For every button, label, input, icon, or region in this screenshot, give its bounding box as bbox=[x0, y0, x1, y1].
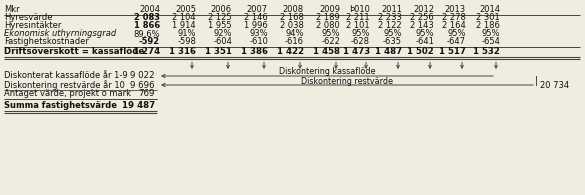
Text: 2014: 2014 bbox=[479, 5, 500, 14]
Text: 2 101: 2 101 bbox=[346, 21, 370, 30]
Text: 1 487: 1 487 bbox=[375, 48, 402, 57]
Text: Þ010: Þ010 bbox=[349, 5, 370, 14]
Text: 1 458: 1 458 bbox=[313, 48, 340, 57]
Text: 91%: 91% bbox=[177, 29, 196, 38]
Text: Mkr: Mkr bbox=[4, 5, 20, 14]
Text: 2006: 2006 bbox=[211, 5, 232, 14]
Text: 2012: 2012 bbox=[413, 5, 434, 14]
Text: 9 696: 9 696 bbox=[130, 81, 155, 90]
Text: Fastighetskostnader: Fastighetskostnader bbox=[4, 37, 89, 46]
Text: 2 122: 2 122 bbox=[378, 21, 402, 30]
Text: 2 164: 2 164 bbox=[442, 21, 466, 30]
Text: 95%: 95% bbox=[415, 29, 434, 38]
Text: -654: -654 bbox=[481, 37, 500, 46]
Text: 2 211: 2 211 bbox=[346, 13, 370, 22]
Text: -628: -628 bbox=[351, 37, 370, 46]
Text: 1 866: 1 866 bbox=[134, 21, 160, 30]
Text: Diskontering kassaflöde: Diskontering kassaflöde bbox=[278, 67, 375, 76]
Text: 2005: 2005 bbox=[175, 5, 196, 14]
Text: 2004: 2004 bbox=[139, 5, 160, 14]
Text: 2 256: 2 256 bbox=[410, 13, 434, 22]
Text: 2 143: 2 143 bbox=[410, 21, 434, 30]
Text: 95%: 95% bbox=[481, 29, 500, 38]
Text: 95%: 95% bbox=[448, 29, 466, 38]
Text: -616: -616 bbox=[285, 37, 304, 46]
Text: Summa fastighetsvärde: Summa fastighetsvärde bbox=[4, 102, 117, 111]
Text: 2 125: 2 125 bbox=[208, 13, 232, 22]
Text: 9 022: 9 022 bbox=[130, 72, 155, 81]
Text: 1 351: 1 351 bbox=[205, 48, 232, 57]
Text: 2 104: 2 104 bbox=[173, 13, 196, 22]
Text: Hyresintäkter: Hyresintäkter bbox=[4, 21, 61, 30]
Text: Diskontering restvärde: Diskontering restvärde bbox=[301, 76, 393, 85]
Text: 1 502: 1 502 bbox=[407, 48, 434, 57]
Text: 1 473: 1 473 bbox=[343, 48, 370, 57]
Text: 20 734: 20 734 bbox=[540, 81, 569, 90]
Text: Antaget värde, projekt o mark: Antaget värde, projekt o mark bbox=[4, 90, 131, 98]
Text: 769: 769 bbox=[139, 90, 155, 98]
Text: 89,6%: 89,6% bbox=[133, 29, 160, 38]
Text: -622: -622 bbox=[321, 37, 340, 46]
Text: 2008: 2008 bbox=[283, 5, 304, 14]
Text: 1 422: 1 422 bbox=[277, 48, 304, 57]
Text: 92%: 92% bbox=[214, 29, 232, 38]
Text: -598: -598 bbox=[177, 37, 196, 46]
Text: -610: -610 bbox=[249, 37, 268, 46]
Text: 2 186: 2 186 bbox=[476, 21, 500, 30]
Text: Driftsöverskott = kassaflöde: Driftsöverskott = kassaflöde bbox=[4, 48, 144, 57]
Text: 2 168: 2 168 bbox=[280, 13, 304, 22]
Text: 95%: 95% bbox=[352, 29, 370, 38]
Text: 2 233: 2 233 bbox=[378, 13, 402, 22]
Text: 1 517: 1 517 bbox=[439, 48, 466, 57]
Text: 2 080: 2 080 bbox=[316, 21, 340, 30]
Text: 2 189: 2 189 bbox=[316, 13, 340, 22]
Text: 94%: 94% bbox=[285, 29, 304, 38]
Text: 2009: 2009 bbox=[319, 5, 340, 14]
Text: 93%: 93% bbox=[249, 29, 268, 38]
Text: -647: -647 bbox=[447, 37, 466, 46]
Text: 2013: 2013 bbox=[445, 5, 466, 14]
Text: Diskonterat kassaflöde år 1-9: Diskonterat kassaflöde år 1-9 bbox=[4, 72, 128, 81]
Text: 1 316: 1 316 bbox=[169, 48, 196, 57]
Text: 1 914: 1 914 bbox=[173, 21, 196, 30]
Text: -592: -592 bbox=[139, 37, 160, 46]
Text: 19 487: 19 487 bbox=[122, 102, 155, 111]
Text: 1 955: 1 955 bbox=[208, 21, 232, 30]
Text: 95%: 95% bbox=[322, 29, 340, 38]
Text: 95%: 95% bbox=[384, 29, 402, 38]
Text: 1 386: 1 386 bbox=[241, 48, 268, 57]
Text: Diskontering restvärde år 10: Diskontering restvärde år 10 bbox=[4, 80, 125, 90]
Text: 1 996: 1 996 bbox=[245, 21, 268, 30]
Text: 2 278: 2 278 bbox=[442, 13, 466, 22]
Text: -604: -604 bbox=[213, 37, 232, 46]
Text: 2 038: 2 038 bbox=[280, 21, 304, 30]
Text: 2 083: 2 083 bbox=[134, 13, 160, 22]
Text: 2007: 2007 bbox=[247, 5, 268, 14]
Text: 1 274: 1 274 bbox=[133, 48, 160, 57]
Text: 1 532: 1 532 bbox=[473, 48, 500, 57]
Text: Hyresvärde: Hyresvärde bbox=[4, 13, 53, 22]
Text: 2 146: 2 146 bbox=[245, 13, 268, 22]
Text: 2011: 2011 bbox=[381, 5, 402, 14]
Text: Ekonomisk uthyrningsgrad: Ekonomisk uthyrningsgrad bbox=[4, 29, 116, 38]
Text: -635: -635 bbox=[383, 37, 402, 46]
Text: 2 301: 2 301 bbox=[476, 13, 500, 22]
Text: -641: -641 bbox=[415, 37, 434, 46]
